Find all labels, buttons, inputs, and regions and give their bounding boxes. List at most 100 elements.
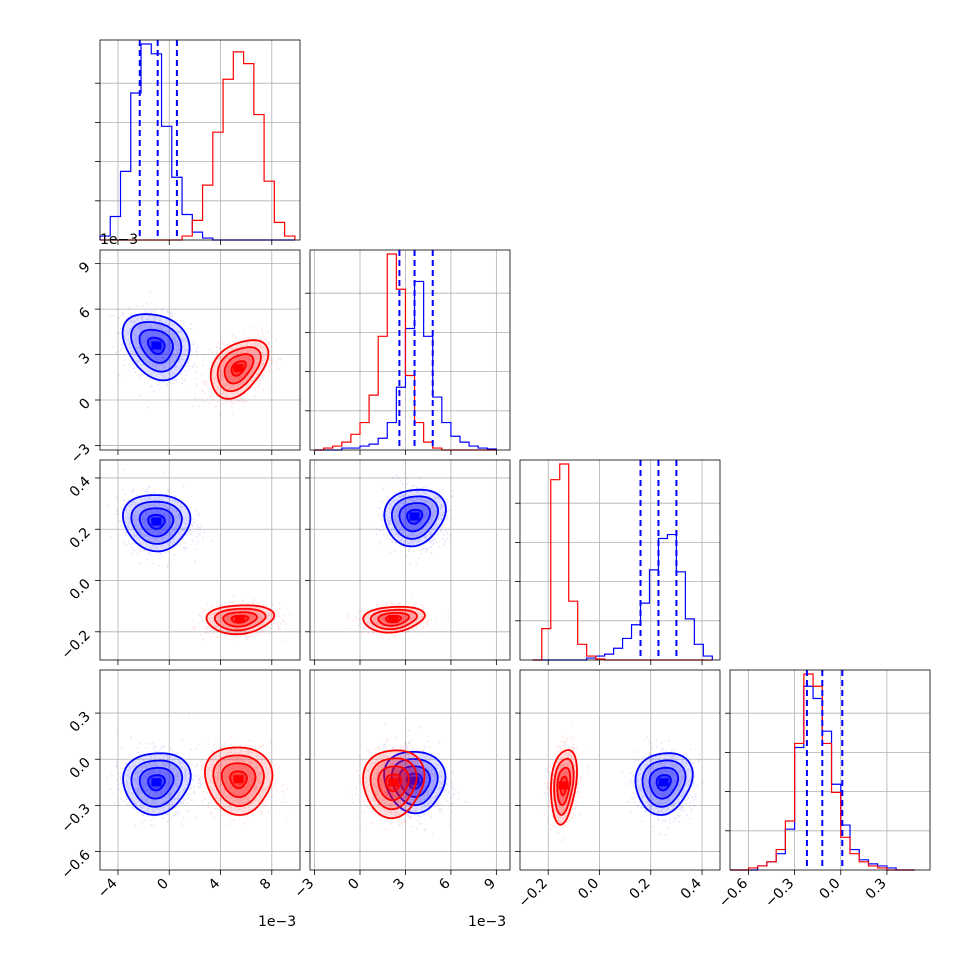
scatter-panel-1-2: [305, 459, 511, 665]
density-peak: [388, 614, 399, 623]
panel-frame: [99, 459, 301, 661]
x-tick-label: −4: [95, 875, 121, 901]
y-tick-label: −3: [68, 441, 94, 467]
density-peak: [233, 775, 244, 784]
x-tick-label: 0.0: [575, 876, 602, 903]
contour-line: [383, 488, 447, 548]
samples-series-B: [182, 736, 291, 826]
panel-frame: [309, 459, 511, 661]
contour-line: [147, 336, 166, 356]
contour-line: [556, 766, 572, 806]
samples-series-A: [375, 474, 454, 566]
contour-line: [138, 766, 175, 800]
samples-series-B: [185, 324, 282, 416]
contour-line: [230, 360, 247, 377]
contour-line: [384, 773, 402, 793]
contour-line: [383, 751, 447, 815]
histogram-param-1: [305, 249, 511, 455]
contour-line: [203, 746, 274, 816]
x-tick-label: −0.6: [716, 875, 751, 910]
histogram-series-B: [532, 463, 713, 661]
contour-line: [229, 770, 248, 790]
scatter-points: [351, 735, 460, 836]
x-tick-label: 0.2: [627, 876, 654, 903]
y-tick-label: −0.6: [58, 847, 93, 882]
x-tick-label: 8: [257, 876, 275, 894]
density-peak: [234, 614, 245, 623]
contour-line: [550, 749, 579, 826]
contour-line: [369, 757, 418, 811]
x-tick-label: −0.3: [762, 876, 797, 911]
scatter-points: [370, 723, 467, 832]
contour-line: [641, 759, 687, 808]
contour-line: [384, 615, 403, 624]
density-peak: [658, 778, 669, 787]
contour-line: [216, 346, 262, 393]
panel-frame: [519, 669, 721, 871]
contour-line: [122, 752, 192, 816]
contour-line: [655, 774, 672, 792]
contour-line: [209, 339, 270, 400]
histogram-series-A: [532, 533, 713, 661]
contour-line: [121, 313, 191, 382]
histogram-param-2: [515, 459, 721, 665]
histogram-series-B: [100, 51, 296, 241]
y-tick-label: 0.0: [67, 576, 94, 603]
y-tick-label: 0.3: [67, 709, 94, 736]
y-tick-label: 0.0: [67, 755, 94, 782]
y-tick-label: 9: [76, 259, 94, 277]
contour-line: [220, 762, 257, 798]
offset-text-x-param-0: 1e−3: [258, 914, 296, 930]
density-peak: [151, 517, 162, 526]
offset-text-param-0-histogram: 1e−3: [100, 232, 138, 248]
samples-series-A: [100, 468, 214, 568]
y-tick-label: −0.3: [58, 801, 93, 836]
scatter-panel-0-3: −4 0 4 8 −0.6 −0.3 0.0 0.3: [58, 669, 301, 901]
contour-line: [138, 507, 175, 538]
scatter-panel-0-1: −3 0 3 6 9: [68, 249, 301, 467]
contour-line: [130, 500, 183, 545]
contour-line: [559, 775, 568, 797]
x-tick-label: −0.2: [516, 876, 551, 911]
contour-line: [212, 754, 265, 808]
contour-line: [406, 508, 424, 525]
contour-line: [369, 608, 418, 631]
panel-frame: [309, 669, 511, 871]
density-peak: [388, 778, 399, 787]
x-tick-label: 9: [482, 876, 500, 894]
density-peak: [409, 776, 420, 785]
contour-line: [634, 752, 694, 816]
scatter-panel-2-3: −0.2 0.0 0.2 0.4: [515, 669, 721, 911]
x-tick-label: 0.3: [863, 876, 890, 903]
samples-series-A: [621, 736, 704, 836]
contour-line: [391, 495, 440, 540]
histogram-param-3: −0.6 −0.3 0.0 0.3: [716, 669, 931, 911]
contour-line: [390, 758, 439, 807]
y-tick-label: 0: [76, 396, 94, 414]
x-tick-label: 0: [345, 876, 363, 894]
contour-line: [121, 494, 192, 553]
samples-series-B: [351, 735, 460, 836]
contour-line: [138, 328, 174, 364]
panel-frame: [519, 459, 721, 661]
contour-line: [230, 614, 250, 624]
contour-line: [377, 765, 410, 802]
scatter-points: [621, 736, 704, 836]
histogram-series-B: [730, 673, 915, 871]
density-peak: [151, 778, 162, 787]
contour-line: [205, 604, 276, 636]
density-peak: [409, 512, 420, 521]
scatter-points: [543, 721, 589, 842]
density-peak: [151, 341, 162, 350]
contour-line: [405, 772, 424, 790]
contour-line: [648, 766, 680, 800]
histogram-series-A: [99, 43, 295, 241]
contour-line: [213, 607, 267, 632]
y-tick-label: 0.2: [67, 525, 94, 552]
x-tick-label: 4: [206, 875, 224, 893]
panel-frame: [99, 39, 301, 241]
panel-frame: [99, 669, 301, 871]
histogram-param-0: [95, 39, 301, 245]
samples-series-B: [192, 595, 295, 642]
